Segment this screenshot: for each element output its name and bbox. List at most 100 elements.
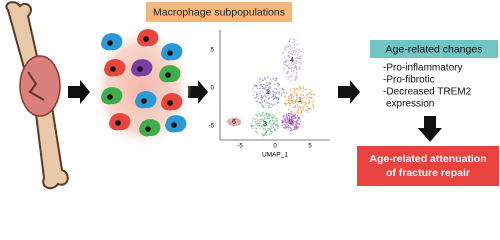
umap-point xyxy=(251,120,254,123)
umap-point xyxy=(299,88,301,90)
umap-point xyxy=(291,93,294,96)
umap-point xyxy=(262,133,264,136)
umap-point xyxy=(256,85,258,88)
umap-point xyxy=(276,120,279,122)
umap-point xyxy=(295,121,298,123)
umap-point xyxy=(261,124,263,127)
umap-point xyxy=(293,46,295,49)
umap-point xyxy=(295,98,298,100)
umap-point xyxy=(265,82,268,84)
umap-point xyxy=(259,119,262,121)
umap-point xyxy=(267,125,269,127)
umap-point xyxy=(269,106,271,109)
umap-point xyxy=(296,53,299,55)
umap-point xyxy=(311,96,313,99)
umap-point xyxy=(295,43,297,45)
umap-point xyxy=(266,89,269,91)
cluster-label: 6 xyxy=(232,119,236,126)
umap-point xyxy=(283,123,285,125)
umap-point xyxy=(296,76,299,78)
changes-box xyxy=(370,40,498,58)
umap-point xyxy=(293,53,296,56)
umap-point xyxy=(299,56,301,59)
arrow xyxy=(338,80,360,104)
umap-point xyxy=(259,84,261,86)
umap-point xyxy=(290,102,292,104)
umap-point xyxy=(292,41,294,43)
umap-point xyxy=(288,117,291,119)
umap-point xyxy=(260,120,262,122)
umap-point xyxy=(265,134,267,137)
umap-point xyxy=(255,100,257,102)
umap-point xyxy=(296,111,298,113)
umap-point xyxy=(293,41,296,43)
umap-point xyxy=(286,71,289,74)
umap-point xyxy=(300,62,302,64)
umap-point xyxy=(291,129,293,132)
umap-point xyxy=(299,106,301,108)
umap-point xyxy=(302,106,305,108)
umap-point xyxy=(289,100,291,102)
umap-point xyxy=(312,106,315,109)
umap-point xyxy=(283,49,286,51)
umap-point xyxy=(278,97,280,99)
umap-point xyxy=(274,117,276,120)
umap-point xyxy=(235,123,238,126)
umap-point xyxy=(255,128,258,130)
arrow xyxy=(68,80,90,104)
umap-point xyxy=(278,83,280,86)
umap-point xyxy=(288,76,291,78)
outcome-line: of fracture repair xyxy=(386,167,470,179)
umap-point xyxy=(304,109,306,112)
umap-point xyxy=(288,95,290,98)
umap-point xyxy=(269,103,271,105)
umap-point xyxy=(261,125,264,128)
umap-point xyxy=(266,112,268,115)
umap-point xyxy=(276,117,278,120)
umap-point xyxy=(263,134,265,136)
umap-point xyxy=(274,103,276,106)
umap-point xyxy=(300,97,303,99)
umap-point xyxy=(260,94,263,97)
umap-point xyxy=(292,51,294,54)
umap-point xyxy=(291,53,294,56)
umap-point xyxy=(258,81,261,83)
cell-nucleus xyxy=(167,100,173,106)
umap-point xyxy=(270,103,273,105)
arrow-down xyxy=(418,116,442,142)
umap-point xyxy=(272,95,274,98)
umap-point xyxy=(312,93,315,95)
umap-point xyxy=(272,123,274,126)
umap-point xyxy=(293,103,295,105)
y-tick-label: 5 xyxy=(211,48,215,54)
umap-point xyxy=(268,92,270,95)
umap-point xyxy=(295,92,297,95)
header-box xyxy=(146,2,292,22)
umap-point xyxy=(275,96,277,98)
umap-point xyxy=(285,99,288,101)
umap-point xyxy=(259,90,261,92)
umap-point xyxy=(264,129,267,131)
umap-point xyxy=(275,130,277,132)
umap-point xyxy=(292,120,294,122)
umap-point xyxy=(299,86,301,89)
umap-point xyxy=(271,119,273,122)
umap-point xyxy=(287,51,290,54)
umap-point xyxy=(268,117,270,120)
umap-point xyxy=(256,100,259,103)
umap-point xyxy=(264,100,266,103)
umap-point xyxy=(266,84,269,87)
cluster-label: 5 xyxy=(289,119,293,126)
umap-point xyxy=(295,59,298,62)
umap-point xyxy=(287,64,289,67)
umap-point xyxy=(262,135,264,137)
umap-point xyxy=(264,95,266,98)
umap-point xyxy=(233,120,236,122)
umap-point xyxy=(272,116,275,118)
umap-point xyxy=(300,101,303,104)
umap-point xyxy=(275,123,278,126)
umap-point xyxy=(292,45,294,47)
umap-point xyxy=(296,115,299,117)
umap-point xyxy=(300,94,303,96)
fracture-line xyxy=(27,71,45,101)
